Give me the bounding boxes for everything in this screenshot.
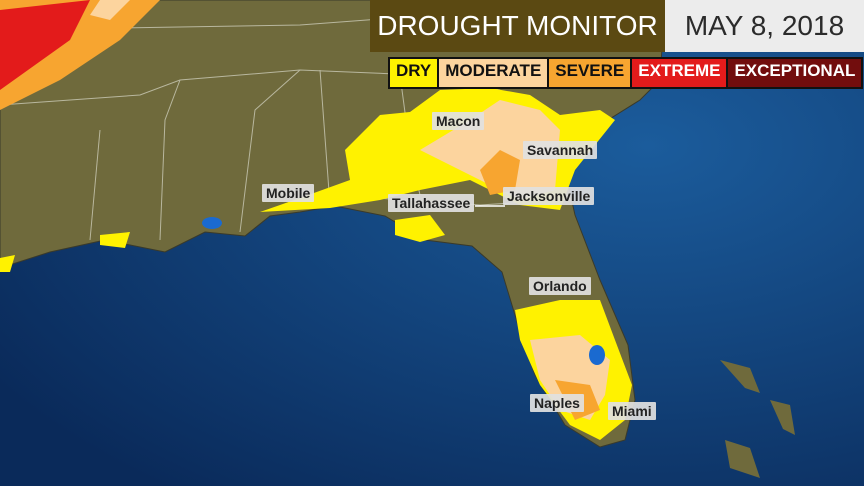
lakes — [202, 217, 605, 365]
city-label: Macon — [432, 112, 485, 130]
legend-item: SEVERE — [549, 59, 631, 87]
bahamas — [720, 360, 795, 478]
legend-item: DRY — [390, 59, 438, 87]
city-label: Mobile — [262, 184, 315, 202]
drought-areas — [0, 88, 632, 440]
date: MAY 8, 2018 — [665, 0, 864, 52]
legend-item: EXCEPTIONAL — [728, 59, 862, 87]
city-label: Orlando — [529, 277, 591, 295]
legend: DRY MODERATE SEVERE EXTREME EXCEPTIONAL — [388, 57, 864, 89]
city-label: Tallahassee — [388, 194, 475, 212]
legend-item: EXTREME — [632, 59, 727, 87]
city-label: Naples — [530, 394, 584, 412]
city-label: Jacksonville — [503, 187, 595, 205]
legend-item: MODERATE — [439, 59, 548, 87]
drought-northwest — [0, 0, 160, 110]
title: DROUGHT MONITOR — [370, 0, 665, 52]
city-label: Miami — [608, 402, 656, 420]
city-label: Savannah — [523, 141, 598, 159]
